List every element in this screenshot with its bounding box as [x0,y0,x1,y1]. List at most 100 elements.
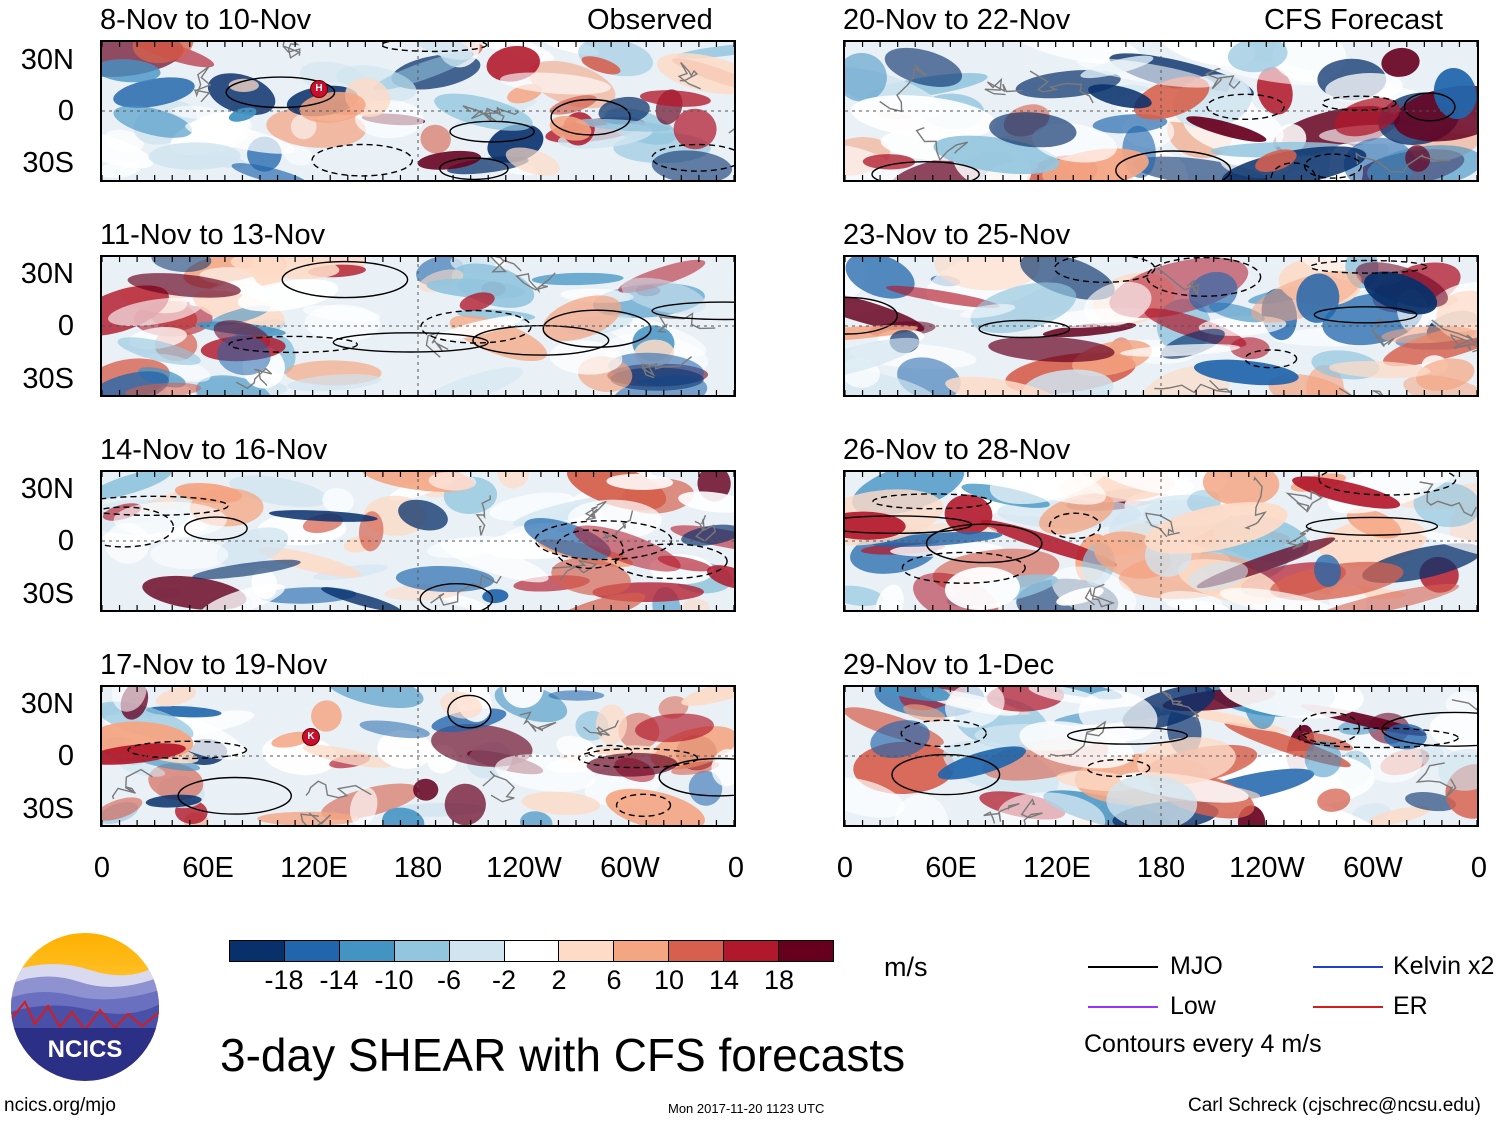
shear-blob [228,78,259,93]
coastline [430,574,502,606]
panel-title-left-4: 17-Nov to 19-Nov [100,649,328,681]
coastline [641,356,693,379]
coastline [602,510,634,540]
mjo-contour [1403,92,1456,122]
shear-blob [573,525,681,572]
shear-blob [549,340,623,375]
shear-blob [398,499,448,531]
lat-label: 0 [57,310,74,342]
mjo-contour [891,753,1001,796]
lon-label: 120E [280,852,348,884]
shear-blob [420,367,524,395]
lon-label: 120W [486,852,562,884]
coastline [1161,690,1200,722]
shear-blob [145,794,202,808]
shear-blob [886,285,1000,309]
shear-blob [1433,68,1477,119]
shear-blob [447,156,529,175]
shear-blob [845,52,887,102]
mjo-contour [225,76,336,109]
shear-map-forecast-4 [843,685,1479,827]
shear-blob [426,278,526,299]
coastline [1029,70,1094,104]
shear-blob [1417,744,1445,767]
shear-field [102,472,734,610]
shear-blob [1137,365,1230,395]
shear-blob [575,118,672,132]
colorbar-label: -6 [436,965,461,995]
coastline [471,107,505,123]
mjo-contour [1146,257,1262,297]
shear-blob [1219,687,1364,719]
shear-blob [324,687,424,708]
shear-blob [420,124,451,154]
shear-blob [1137,737,1236,785]
shear-blob [311,700,342,732]
coastline [1449,333,1477,353]
shear-blob [870,720,930,759]
shear-blob [639,90,711,107]
shear-field [102,687,734,825]
shear-blob [1438,748,1477,791]
shear-blob [284,145,313,166]
shear-field [845,687,1477,825]
mjo-contour [420,309,532,344]
shear-blob [444,783,486,825]
colorbar-label: 18 [763,965,795,995]
coastline [915,127,969,162]
shear-blob [1088,84,1152,109]
shear-blob [945,376,1058,395]
coastline [1431,319,1477,345]
mjo-contour [845,296,898,335]
mjo-contour [419,583,494,610]
panel-title-left-1: 8-Nov to 10-Nov [100,4,312,36]
shear-blob [304,304,381,342]
colorbar-swatch [723,940,780,962]
mjo-contour [900,719,987,748]
mjo-contour [1313,306,1418,324]
shear-blob [302,744,392,768]
shear-blob [903,704,946,722]
lon-label: 60E [925,852,977,884]
shear-blob [551,558,631,596]
coastline [194,65,212,103]
lon-label: 0 [836,852,854,884]
shear-blob [1166,600,1228,610]
shear-blob [960,304,1016,319]
shear-blob [1219,587,1337,610]
shear-blob [192,559,301,580]
mjo-contour [380,42,488,53]
lon-label: 180 [393,852,443,884]
shear-field [845,472,1477,610]
shear-blob [359,720,430,739]
shear-blob [1429,710,1477,755]
shear-blob [521,791,601,816]
shear-blob [102,797,143,821]
shear-blob [117,337,201,366]
coastline [462,105,520,122]
coastline [1204,68,1241,90]
shear-blob [542,295,622,342]
shear-blob [413,778,439,801]
shear-blob [200,583,285,610]
shear-blob [671,761,720,775]
colorbar-label: -18 [264,965,304,995]
coastline [235,367,273,390]
mjo-contour [1297,727,1459,749]
colorbar-label: 2 [551,965,567,995]
shear-blob [1364,271,1438,315]
shear-blob [1193,359,1299,386]
mjo-contour [534,520,673,561]
shear-blob [119,761,166,777]
shear-blob [290,113,317,140]
shear-blob [556,735,598,761]
shear-blob [1381,325,1476,344]
shear-blob [102,59,161,83]
coastline [1050,720,1107,757]
shear-blob [531,272,624,286]
coastline [475,495,492,536]
colorbar [229,940,834,962]
shear-blob [605,788,705,825]
shear-blob [1415,358,1475,391]
shear-blob [610,367,704,391]
